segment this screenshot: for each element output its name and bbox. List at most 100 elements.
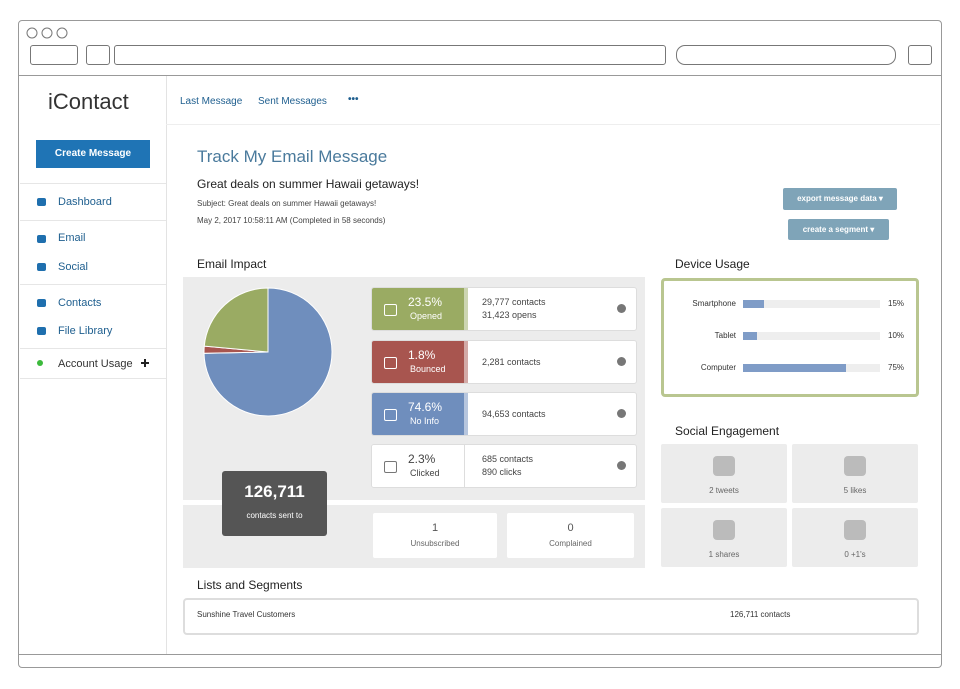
stat-box: 23.5% Opened 29,777 contacts 31,423 opens — [371, 287, 637, 331]
device-label: Computer — [700, 363, 736, 372]
search-bar[interactable] — [676, 45, 896, 65]
total-label: contacts sent to — [246, 511, 303, 520]
section-title: Device Usage — [675, 257, 750, 271]
icon — [37, 198, 46, 206]
help-icon — [617, 409, 626, 418]
separator — [20, 220, 166, 221]
stat-box: 2.3% Clicked 685 contacts 890 clicks — [371, 444, 637, 488]
stat-detail: 890 clicks — [482, 467, 522, 477]
device-value: 15% — [888, 299, 905, 308]
section-title: Email Impact — [197, 257, 267, 271]
nav-more[interactable]: ••• — [348, 94, 359, 105]
sidebar-link[interactable]: Dashboard — [58, 196, 112, 208]
stat-detail: 2,281 contacts — [482, 357, 541, 367]
help-icon — [617, 357, 626, 366]
stat-percent: 74.6% — [408, 400, 443, 414]
social-tile: 1 shares — [661, 508, 787, 567]
unsubscribed-value: 1 — [431, 522, 439, 534]
pie-slice — [203, 287, 333, 417]
toolbar-line — [19, 75, 941, 76]
stat-box: 74.6% No Info 94,653 contacts — [371, 392, 637, 436]
social-count: 5 likes — [843, 486, 867, 495]
stat-percent: 2.3% — [408, 452, 436, 466]
total-box — [222, 471, 327, 536]
device-label: Tablet — [714, 331, 736, 340]
plus-icon[interactable] — [140, 358, 150, 368]
message-title: Great deals on summer Hawaii getaways! — [197, 177, 420, 191]
list-name[interactable]: Sunshine Travel Customers — [197, 610, 296, 619]
status-dot — [37, 360, 43, 366]
sidebar-link[interactable]: File Library — [58, 325, 113, 337]
list-box — [183, 598, 919, 635]
icon — [37, 235, 46, 243]
unsubscribed-box — [373, 513, 497, 558]
sidebar-link[interactable]: Contacts — [58, 297, 102, 309]
new-tab[interactable] — [86, 45, 110, 65]
separator — [20, 183, 166, 184]
social-count: 2 tweets — [709, 486, 739, 495]
icon — [384, 461, 397, 473]
icon — [844, 520, 866, 540]
social-tile: 5 likes — [792, 444, 918, 503]
icon — [713, 456, 735, 476]
browser-frame — [18, 20, 942, 668]
sidebar-link[interactable]: Account Usage — [58, 358, 133, 370]
separator — [20, 378, 166, 379]
address-bar[interactable] — [114, 45, 666, 65]
device-label: Smartphone — [692, 299, 736, 308]
complained-label: Complained — [549, 539, 592, 548]
window-buttons — [25, 26, 85, 45]
stat-label: Clicked — [410, 468, 440, 478]
stat-detail: 94,653 contacts — [482, 409, 546, 419]
icon — [37, 299, 46, 307]
device-box — [661, 278, 919, 397]
pie-chart — [203, 287, 333, 417]
pie-slice — [203, 287, 269, 353]
create-message-button[interactable]: Create Message — [36, 140, 150, 168]
stat-box: 1.8% Bounced 2,281 contacts — [371, 340, 637, 384]
social-tile: 2 tweets — [661, 444, 787, 503]
bar — [743, 332, 757, 340]
unsubscribed-label: Unsubscribed — [410, 539, 460, 548]
separator — [20, 348, 166, 349]
stat-detail: 685 contacts — [482, 454, 534, 464]
section-title: Social Engagement — [675, 424, 780, 438]
sidebar — [20, 76, 167, 654]
bar-track — [743, 300, 880, 308]
nav-line — [166, 124, 940, 125]
segment-button[interactable]: create a segment ▾ — [788, 219, 889, 240]
stat-label: Opened — [410, 311, 443, 321]
back-forward[interactable] — [30, 45, 78, 65]
sidebar-link[interactable]: Social — [58, 261, 88, 273]
icon — [37, 263, 46, 271]
nav-link[interactable]: Last Message — [180, 96, 243, 107]
subject: Subject: Great deals on summer Hawaii ge… — [197, 199, 377, 208]
complained-box — [507, 513, 634, 558]
bar — [743, 300, 764, 308]
social-count: 1 shares — [708, 550, 740, 559]
device-value: 75% — [888, 363, 905, 372]
divider — [464, 445, 465, 487]
stat-label: Bounced — [410, 364, 446, 374]
download-button[interactable] — [908, 45, 932, 65]
icon — [384, 304, 397, 316]
divider — [464, 393, 468, 435]
sidebar-link[interactable]: Email — [58, 232, 86, 244]
bar — [743, 364, 846, 372]
list-count: 126,711 contacts — [730, 610, 791, 619]
page-title: Track My Email Message — [197, 147, 388, 166]
stat-detail: 31,423 opens — [482, 310, 537, 320]
stat-color — [372, 288, 464, 330]
stat-color — [372, 393, 464, 435]
social-count: 0 +1's — [844, 550, 866, 559]
help-icon — [617, 461, 626, 470]
stat-percent: 1.8% — [408, 348, 436, 362]
divider — [464, 288, 468, 330]
divider — [464, 341, 468, 383]
export-button[interactable]: export message data ▾ — [783, 188, 897, 210]
icon — [37, 327, 46, 335]
section-title: Lists and Segments — [197, 578, 303, 592]
nav-link[interactable]: Sent Messages — [258, 96, 327, 107]
stat-color — [372, 445, 464, 487]
